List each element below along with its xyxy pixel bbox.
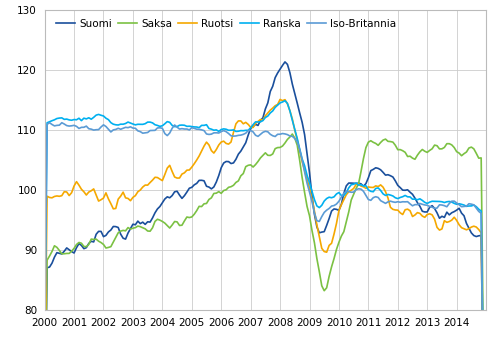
Ruotsi — [468, 225, 474, 229]
Line: Iso-Britannia: Iso-Britannia — [45, 123, 484, 341]
Ruotsi — [93, 193, 99, 197]
Ranska — [93, 113, 99, 117]
Suomi — [208, 187, 214, 191]
Suomi — [93, 232, 99, 236]
Line: Ranska: Ranska — [45, 101, 484, 341]
Ruotsi — [434, 225, 440, 229]
Iso-Britannia — [468, 202, 474, 206]
Ruotsi — [208, 149, 214, 153]
Suomi — [468, 231, 474, 235]
Ruotsi — [49, 196, 55, 200]
Saksa — [434, 144, 440, 148]
Saksa — [49, 249, 55, 253]
Suomi — [49, 261, 55, 265]
Iso-Britannia — [96, 128, 102, 132]
Ranska — [434, 199, 440, 204]
Ruotsi — [277, 98, 283, 102]
Saksa — [93, 237, 99, 241]
Ruotsi — [132, 194, 138, 198]
Ranska — [208, 127, 214, 131]
Iso-Britannia — [47, 121, 53, 125]
Suomi — [434, 211, 440, 215]
Iso-Britannia — [211, 131, 217, 135]
Saksa — [132, 226, 138, 230]
Saksa — [468, 145, 474, 149]
Ranska — [49, 119, 55, 123]
Iso-Britannia — [52, 124, 58, 128]
Saksa — [208, 196, 214, 200]
Line: Saksa: Saksa — [45, 134, 484, 341]
Line: Suomi: Suomi — [45, 62, 484, 341]
Suomi — [132, 223, 138, 227]
Line: Ruotsi: Ruotsi — [45, 100, 484, 341]
Legend: Suomi, Saksa, Ruotsi, Ranska, Iso-Britannia: Suomi, Saksa, Ruotsi, Ranska, Iso-Britan… — [54, 17, 398, 31]
Iso-Britannia — [135, 129, 141, 133]
Iso-Britannia — [434, 206, 440, 210]
Suomi — [282, 60, 288, 64]
Ranska — [468, 204, 474, 208]
Saksa — [289, 132, 295, 136]
Ranska — [282, 99, 288, 103]
Ranska — [132, 123, 138, 127]
